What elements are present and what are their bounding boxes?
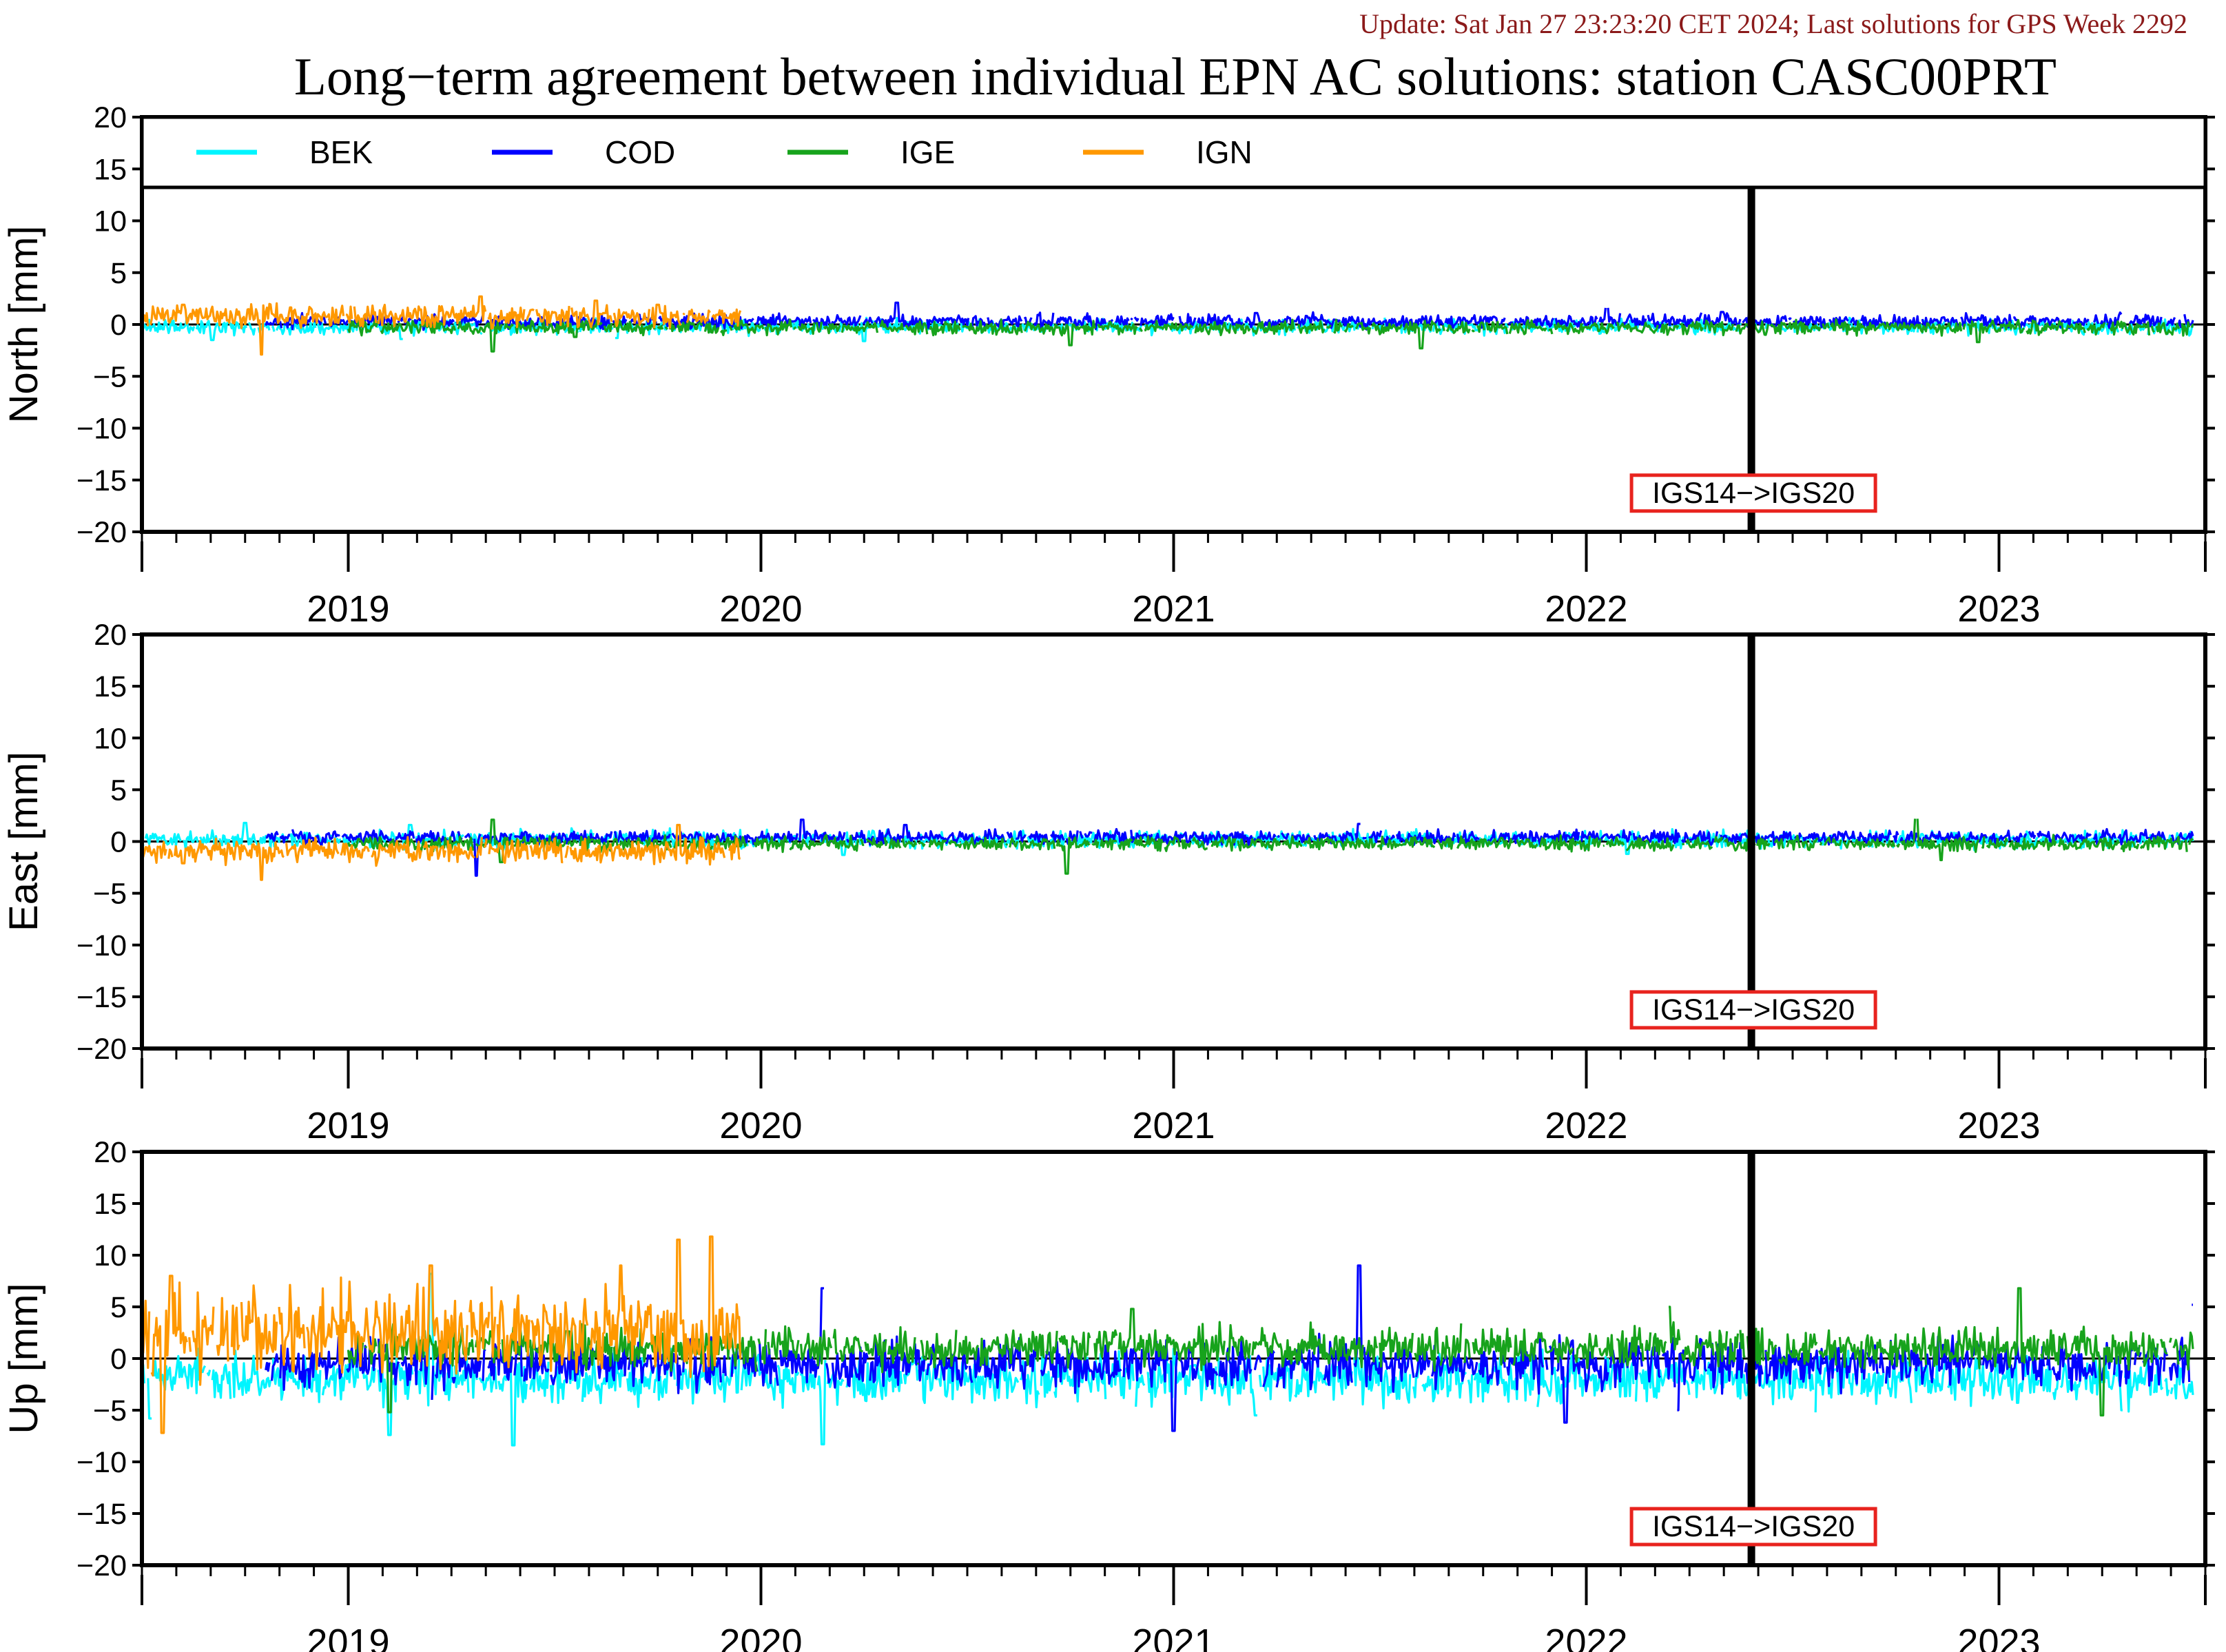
x-tick-label: 2023 xyxy=(1957,588,2040,630)
y-tick-label: 0 xyxy=(110,1343,127,1376)
x-tick-label: 2021 xyxy=(1132,1105,1215,1146)
x-tick-label: 2019 xyxy=(307,1105,389,1146)
series-line-cod xyxy=(265,1264,2193,1432)
series-line-ign xyxy=(142,823,741,881)
legend-box xyxy=(140,115,2207,189)
y-tick-label: 15 xyxy=(94,670,127,703)
x-tick-label: 2023 xyxy=(1957,1105,2040,1146)
y-tick-label: −10 xyxy=(76,1446,127,1479)
frame-change-label: IGS14−>IGS20 xyxy=(1652,993,1855,1026)
y-tick-label: −10 xyxy=(76,929,127,962)
series-line-ige xyxy=(347,1287,2194,1417)
x-axis: 2019 2020 2021 2022 2023 xyxy=(141,1049,2207,1146)
legend-label: BEK xyxy=(309,134,373,170)
panels-layer: 20 15 10 5 0 −5 −10 −15 −20 North [mm] IGS14−>IGS2… xyxy=(1,101,2215,1652)
series-group xyxy=(142,295,2194,356)
y-tick-label: 5 xyxy=(110,1291,127,1324)
series-group xyxy=(142,818,2194,881)
y-tick-label: 20 xyxy=(94,619,127,652)
x-tick-label: 2019 xyxy=(307,1622,389,1652)
x-tick-label: 2022 xyxy=(1545,1622,1627,1652)
y-tick-label: −20 xyxy=(76,1033,127,1066)
x-tick-label: 2021 xyxy=(1132,1622,1215,1652)
legend-entry-cod: COD xyxy=(492,134,675,170)
x-tick-label: 2020 xyxy=(719,588,802,630)
y-axis-label: Up [mm] xyxy=(1,1283,46,1434)
x-tick-label: 2020 xyxy=(719,1622,802,1652)
legend-entry-ige: IGE xyxy=(787,134,955,170)
y-tick-label: −15 xyxy=(76,464,127,497)
x-axis: 2019 2020 2021 2022 2023 xyxy=(141,1565,2207,1652)
x-tick-label: 2019 xyxy=(307,588,389,630)
x-tick-label: 2021 xyxy=(1132,588,1215,630)
series-line-ign xyxy=(142,295,742,356)
y-tick-label: −5 xyxy=(93,878,127,911)
legend-label: IGE xyxy=(900,134,955,170)
series-line-ign xyxy=(142,1235,742,1434)
series-line-ige xyxy=(347,818,2194,875)
series-group xyxy=(142,1235,2194,1447)
frame-change-label: IGS14−>IGS20 xyxy=(1652,1510,1855,1543)
y-tick-label: −5 xyxy=(93,360,127,393)
x-tick-label: 2020 xyxy=(719,1105,802,1146)
panel-2: 20 15 10 5 0 −5 −10 −15 −20 Up [mm] IGS14−>IGS20 20… xyxy=(1,1136,2215,1652)
x-tick-label: 2022 xyxy=(1545,588,1627,630)
update-timestamp: Update: Sat Jan 27 23:23:20 CET 2024; La… xyxy=(1359,8,2187,39)
y-tick-label: 10 xyxy=(94,722,127,755)
y-tick-label: 5 xyxy=(110,257,127,290)
y-tick-label: 20 xyxy=(94,101,127,134)
y-tick-label: −15 xyxy=(76,1498,127,1531)
y-tick-label: 20 xyxy=(94,1136,127,1169)
y-axis-label: North [mm] xyxy=(1,226,46,424)
x-axis: 2019 2020 2021 2022 2023 xyxy=(141,532,2207,630)
panel-1: 20 15 10 5 0 −5 −10 −15 −20 East [mm] IGS14−>IGS20… xyxy=(1,619,2215,1146)
frame-change-box xyxy=(1629,1507,1877,1547)
legend-label: IGN xyxy=(1196,134,1253,170)
frame-change-box xyxy=(1629,990,1877,1030)
frame-change-box xyxy=(1629,473,1877,513)
legend-entry-bek: BEK xyxy=(196,134,373,170)
legend-entry-ign: IGN xyxy=(1083,134,1253,170)
y-tick-label: 15 xyxy=(94,1188,127,1221)
frame-change-label: IGS14−>IGS20 xyxy=(1652,477,1855,510)
y-tick-label: 10 xyxy=(94,1239,127,1272)
y-tick-label: 15 xyxy=(94,153,127,186)
y-tick-label: −20 xyxy=(76,516,127,549)
y-tick-label: −10 xyxy=(76,413,127,446)
y-tick-label: 5 xyxy=(110,774,127,807)
y-tick-label: 0 xyxy=(110,309,127,342)
panel-0: 20 15 10 5 0 −5 −10 −15 −20 North [mm] IGS14−>IGS2… xyxy=(1,101,2215,630)
chart-title: Long−term agreement between individual E… xyxy=(294,47,2057,106)
x-tick-label: 2022 xyxy=(1545,1105,1627,1146)
y-tick-label: −15 xyxy=(76,981,127,1014)
y-tick-label: 0 xyxy=(110,826,127,859)
y-axis-label: East [mm] xyxy=(1,752,46,931)
legend-label: COD xyxy=(605,134,675,170)
y-tick-label: −5 xyxy=(93,1394,127,1427)
x-tick-label: 2023 xyxy=(1957,1622,2040,1652)
y-tick-label: 10 xyxy=(94,205,127,238)
y-tick-label: −20 xyxy=(76,1549,127,1582)
